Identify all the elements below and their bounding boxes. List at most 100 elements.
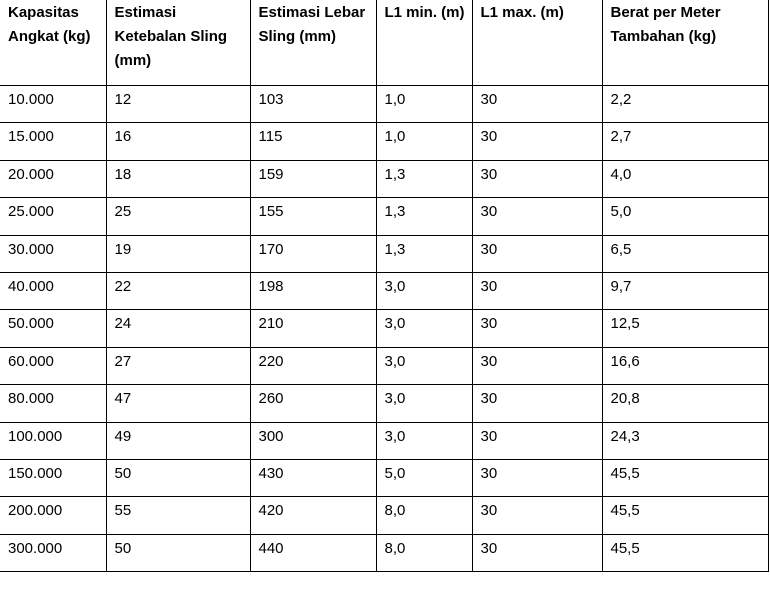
table-cell: 30 <box>471 84 603 124</box>
table-row: 80.000 47 260 3,0 30 20,8 <box>0 384 769 423</box>
table-cell: 6,5 <box>601 234 769 273</box>
header-cell: Berat per Meter Tambahan (kg) <box>601 0 769 86</box>
table-cell: 45,5 <box>601 496 769 535</box>
table-row: 150.000 50 430 5,0 30 45,5 <box>0 458 769 498</box>
table-cell: 3,0 <box>375 271 473 311</box>
table-cell: 12 <box>105 84 251 124</box>
table-cell: 24,3 <box>601 421 769 460</box>
table-cell: 19 <box>105 234 251 273</box>
header-cell: L1 max. (m) <box>471 0 603 86</box>
table-cell: 10.000 <box>0 84 107 124</box>
table-cell: 3,0 <box>375 309 473 348</box>
table-cell: 8,0 <box>375 496 473 535</box>
table-cell: 50 <box>105 458 251 498</box>
table-cell: 25.000 <box>0 197 107 236</box>
table-cell: 45,5 <box>601 458 769 498</box>
table-cell: 150.000 <box>0 458 107 498</box>
table-cell: 430 <box>249 458 377 498</box>
table-cell: 55 <box>105 496 251 535</box>
table-cell: 1,0 <box>375 84 473 124</box>
table-cell: 18 <box>105 159 251 199</box>
table-cell: 115 <box>249 122 377 161</box>
table-cell: 159 <box>249 159 377 199</box>
table-cell: 8,0 <box>375 533 473 573</box>
table-cell: 30 <box>471 496 603 535</box>
table-cell: 100.000 <box>0 421 107 460</box>
table-cell: 25 <box>105 197 251 236</box>
table-body: 10.000 12 103 1,0 30 2,2 15.000 16 115 1,0 30 2,7 20… <box>0 84 769 573</box>
table-row: 15.000 16 115 1,0 30 2,7 <box>0 122 769 161</box>
table-cell: 27 <box>105 346 251 386</box>
table-cell: 50 <box>105 533 251 573</box>
table-cell: 60.000 <box>0 346 107 386</box>
table-cell: 20.000 <box>0 159 107 199</box>
table-cell: 15.000 <box>0 122 107 161</box>
table-cell: 12,5 <box>601 309 769 348</box>
table-cell: 4,0 <box>601 159 769 199</box>
table-cell: 30 <box>471 309 603 348</box>
table-row: 40.000 22 198 3,0 30 9,7 <box>0 271 769 311</box>
table-row: 200.000 55 420 8,0 30 45,5 <box>0 496 769 535</box>
table-cell: 1,3 <box>375 159 473 199</box>
table-cell: 440 <box>249 533 377 573</box>
table-cell: 260 <box>249 384 377 423</box>
table-cell: 16 <box>105 122 251 161</box>
table-row: 25.000 25 155 1,3 30 5,0 <box>0 197 769 236</box>
header-cell: Kapasitas Angkat (kg) <box>0 0 107 86</box>
table-cell: 220 <box>249 346 377 386</box>
table-row: 20.000 18 159 1,3 30 4,0 <box>0 159 769 199</box>
header-cell: L1 min. (m) <box>375 0 473 86</box>
table-cell: 30 <box>471 458 603 498</box>
table-cell: 16,6 <box>601 346 769 386</box>
table-cell: 30 <box>471 384 603 423</box>
table-cell: 47 <box>105 384 251 423</box>
table-cell: 40.000 <box>0 271 107 311</box>
table-cell: 300 <box>249 421 377 460</box>
table-cell: 22 <box>105 271 251 311</box>
table-cell: 3,0 <box>375 421 473 460</box>
table-cell: 80.000 <box>0 384 107 423</box>
table-cell: 2,7 <box>601 122 769 161</box>
table-cell: 210 <box>249 309 377 348</box>
table-cell: 3,0 <box>375 346 473 386</box>
table-cell: 170 <box>249 234 377 273</box>
table-cell: 1,3 <box>375 197 473 236</box>
table-cell: 198 <box>249 271 377 311</box>
table-cell: 5,0 <box>601 197 769 236</box>
table-cell: 30 <box>471 234 603 273</box>
table-row: 60.000 27 220 3,0 30 16,6 <box>0 346 769 386</box>
table-cell: 24 <box>105 309 251 348</box>
table-cell: 49 <box>105 421 251 460</box>
table-cell: 155 <box>249 197 377 236</box>
table-cell: 20,8 <box>601 384 769 423</box>
header-row: Kapasitas Angkat (kg) Estimasi Ketebalan … <box>0 0 769 86</box>
table-cell: 45,5 <box>601 533 769 573</box>
table-row: 300.000 50 440 8,0 30 45,5 <box>0 533 769 573</box>
table-cell: 3,0 <box>375 384 473 423</box>
table-cell: 103 <box>249 84 377 124</box>
table-cell: 30 <box>471 421 603 460</box>
table-row: 30.000 19 170 1,3 30 6,5 <box>0 234 769 273</box>
table-cell: 30 <box>471 271 603 311</box>
table-cell: 2,2 <box>601 84 769 124</box>
table-cell: 300.000 <box>0 533 107 573</box>
header-cell: Estimasi Lebar Sling (mm) <box>249 0 377 86</box>
table-cell: 30 <box>471 197 603 236</box>
table-row: 10.000 12 103 1,0 30 2,2 <box>0 84 769 124</box>
table-cell: 200.000 <box>0 496 107 535</box>
table-cell: 30 <box>471 159 603 199</box>
table-header: Kapasitas Angkat (kg) Estimasi Ketebalan … <box>0 0 769 86</box>
table-cell: 5,0 <box>375 458 473 498</box>
table-cell: 30 <box>471 346 603 386</box>
table-cell: 9,7 <box>601 271 769 311</box>
table-cell: 30 <box>471 533 603 573</box>
table-cell: 30.000 <box>0 234 107 273</box>
table-cell: 420 <box>249 496 377 535</box>
table-cell: 1,0 <box>375 122 473 161</box>
table-cell: 1,3 <box>375 234 473 273</box>
table-row: 100.000 49 300 3,0 30 24,3 <box>0 421 769 460</box>
table-row: 50.000 24 210 3,0 30 12,5 <box>0 309 769 348</box>
table-cell: 30 <box>471 122 603 161</box>
table-cell: 50.000 <box>0 309 107 348</box>
